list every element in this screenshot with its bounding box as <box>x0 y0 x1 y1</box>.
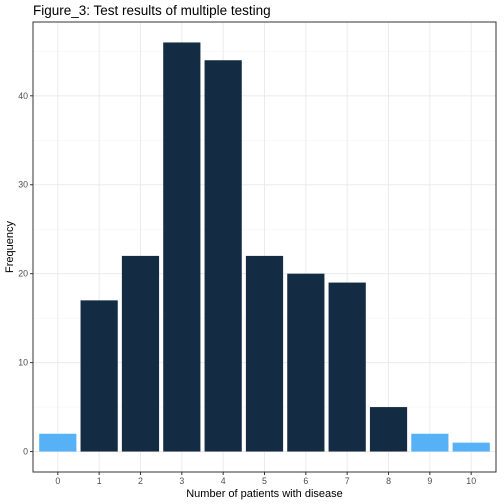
bar-7 <box>328 282 366 452</box>
x-tick-label: 2 <box>138 476 143 486</box>
x-tick-label: 3 <box>179 476 184 486</box>
bars <box>39 42 490 452</box>
y-tick-label: 30 <box>18 180 28 190</box>
bar-8 <box>369 407 408 452</box>
y-tick-label: 40 <box>18 91 28 101</box>
x-tick-label: 5 <box>262 476 267 486</box>
x-tick-label: 4 <box>221 476 226 486</box>
y-tick-label: 0 <box>23 447 28 457</box>
bar-2 <box>121 255 160 452</box>
y-tick-label: 20 <box>18 269 28 279</box>
bar-4 <box>204 60 242 452</box>
x-tick-label: 9 <box>427 476 432 486</box>
bar-0 <box>39 433 77 452</box>
x-tick-label: 10 <box>466 476 476 486</box>
axis-ticks: 0 10 20 30 40 0 1 2 3 4 5 6 7 8 9 10 <box>18 91 476 486</box>
panel-border <box>32 21 497 473</box>
bar-9 <box>411 433 449 452</box>
bar-1 <box>80 300 118 452</box>
x-tick-label: 1 <box>97 476 102 486</box>
y-axis-title: Frequency <box>4 221 16 273</box>
bar-10 <box>452 442 490 452</box>
y-tick-label: 10 <box>18 358 28 368</box>
x-tick-label: 7 <box>345 476 350 486</box>
x-tick-label: 0 <box>55 476 60 486</box>
bar-5 <box>245 255 284 452</box>
x-tick-label: 8 <box>386 476 391 486</box>
chart-title: Figure_3: Test results of multiple testi… <box>33 3 271 18</box>
x-axis-title: Number of patients with disease <box>186 488 343 500</box>
x-tick-label: 6 <box>303 476 308 486</box>
bar-3 <box>163 42 201 452</box>
bar-6 <box>287 273 325 452</box>
